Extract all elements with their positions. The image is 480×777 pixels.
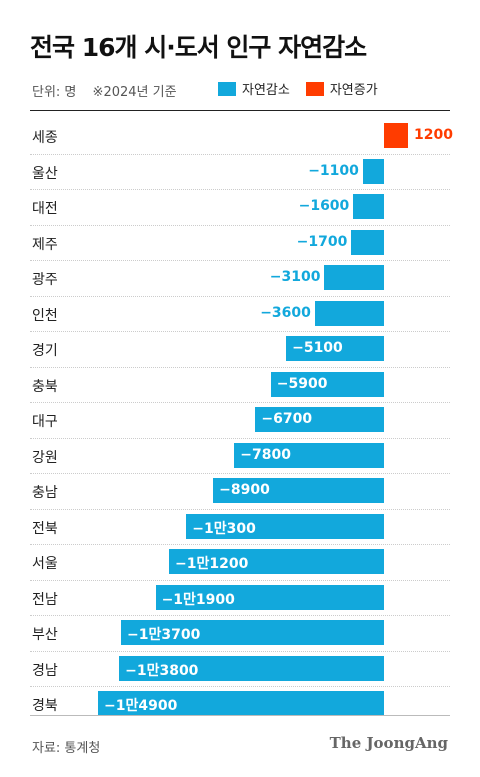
category-label: 서울 (32, 556, 58, 573)
row-divider (30, 331, 450, 332)
legend-item-increase: 자연증가 (305, 79, 378, 98)
category-label: 제주 (32, 236, 58, 253)
category-label: 대구 (32, 414, 58, 431)
row-divider (30, 579, 450, 581)
row-divider (30, 295, 450, 297)
legend-item-decrease: 자연감소 (218, 79, 290, 98)
bar (213, 478, 384, 504)
row-divider (30, 544, 450, 545)
top-rule (30, 110, 450, 111)
data-label: 1200 (414, 127, 453, 144)
bar (234, 442, 384, 468)
legend-swatch-decrease (218, 81, 236, 96)
data-label: −1만3800 (125, 662, 199, 679)
data-label: −6700 (261, 411, 313, 428)
row-divider (30, 686, 450, 687)
row-divider (30, 189, 450, 190)
category-label: 울산 (32, 165, 58, 182)
legend-label-increase: 자연증가 (329, 83, 378, 98)
category-label: 강원 (32, 449, 58, 466)
bar (119, 655, 384, 681)
bar (353, 194, 384, 220)
source-label: 자료: 통계청 (32, 741, 101, 756)
category-label: 경남 (32, 662, 58, 679)
row-divider (30, 650, 450, 652)
data-label: −1만1900 (161, 591, 235, 608)
bar (155, 584, 384, 610)
row-divider (30, 402, 450, 403)
chart-meta: 단위: 명 ※2024년 기준 (32, 81, 177, 100)
note-label: ※2024년 기준 (92, 85, 177, 100)
data-label: −1만1200 (175, 556, 249, 573)
data-label: −1만300 (192, 520, 256, 537)
data-label: −5100 (292, 340, 343, 357)
data-label: −7800 (240, 446, 291, 463)
category-label: 대전 (32, 201, 58, 218)
data-label: −1600 (298, 198, 350, 215)
data-label: −3100 (269, 269, 321, 286)
category-label: 세종 (32, 130, 58, 147)
legend-label-decrease: 자연감소 (242, 83, 290, 98)
category-label: 전남 (32, 591, 58, 608)
bar (286, 336, 384, 362)
data-label: −1만3700 (127, 627, 201, 644)
page-title: 전국 16개 시·도서 인구 자연감소 (30, 33, 367, 62)
row-divider (30, 437, 450, 439)
category-label: 충북 (32, 378, 58, 395)
category-label: 충남 (32, 485, 58, 502)
data-label: −1만4900 (104, 698, 178, 715)
category-label: 광주 (32, 272, 58, 289)
row-divider (30, 473, 450, 474)
bar (169, 549, 384, 575)
category-label: 경북 (32, 698, 58, 715)
bar (98, 691, 384, 717)
bar (314, 300, 384, 326)
row-divider (30, 153, 450, 155)
bar (351, 229, 384, 255)
bar (255, 407, 384, 433)
legend: 자연감소 자연증가 (218, 79, 394, 98)
bottom-rule (30, 715, 450, 716)
unit-label: 단위: 명 (32, 85, 77, 100)
bar (324, 265, 384, 291)
row-divider (30, 366, 450, 368)
data-label: −8900 (219, 482, 270, 499)
category-label: 경기 (32, 343, 58, 360)
legend-swatch-increase (305, 81, 324, 96)
row-divider (30, 615, 450, 616)
category-label: 전북 (32, 520, 58, 537)
category-label: 부산 (32, 627, 58, 644)
bar (362, 158, 384, 184)
row-divider (30, 260, 450, 261)
data-label: −1700 (296, 233, 348, 250)
bar (121, 620, 384, 646)
brand-logo: The JoongAng (329, 734, 448, 752)
bar (384, 123, 408, 149)
data-label: −5900 (276, 375, 328, 392)
row-divider (30, 224, 450, 226)
data-label: −1100 (308, 162, 359, 179)
data-label: −3600 (260, 304, 311, 321)
row-divider (30, 508, 450, 510)
bar (270, 371, 384, 397)
category-label: 인천 (32, 307, 58, 324)
bar (186, 513, 384, 539)
